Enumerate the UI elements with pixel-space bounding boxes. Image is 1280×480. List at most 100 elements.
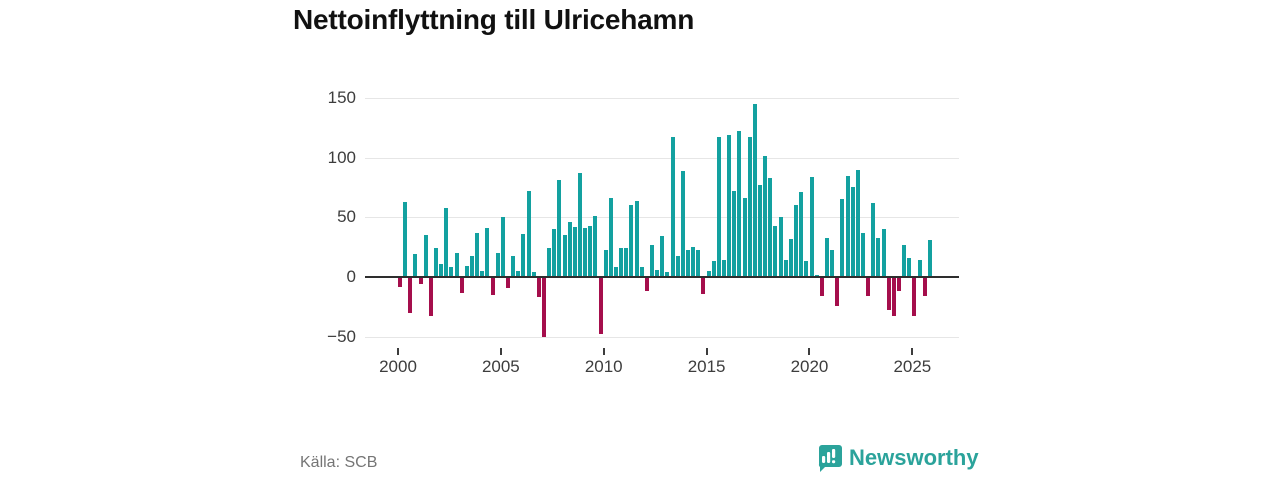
bar (691, 247, 696, 277)
bar (722, 260, 727, 277)
bar (655, 269, 660, 277)
bar (629, 205, 634, 277)
x-axis-tick-label: 2005 (481, 357, 520, 376)
y-axis-tick-label: 0 (346, 267, 356, 286)
bar (650, 244, 655, 277)
bar (608, 198, 613, 277)
x-axis-tick (705, 348, 708, 355)
bar (552, 229, 557, 277)
bar (403, 201, 408, 277)
bar (516, 271, 521, 277)
bar (572, 226, 577, 277)
bar (866, 277, 871, 297)
bar (449, 267, 454, 277)
bar (423, 235, 428, 277)
bar (418, 277, 423, 285)
y-axis-tick-label: 50 (337, 207, 356, 227)
bar (593, 216, 598, 277)
bar (840, 199, 845, 277)
bar (778, 217, 783, 277)
bar (567, 222, 572, 277)
bar (578, 173, 583, 277)
gridline (365, 217, 959, 219)
newsworthy-logo-icon (818, 445, 842, 472)
bar (711, 261, 716, 277)
bar (536, 277, 541, 298)
bar (495, 253, 500, 277)
bar (886, 277, 891, 311)
bar (675, 255, 680, 277)
bar (670, 137, 675, 277)
bar (485, 228, 490, 277)
bar (588, 225, 593, 277)
bar (398, 277, 402, 287)
gridline (365, 97, 959, 99)
bar (521, 234, 526, 277)
bar (835, 277, 840, 306)
bar (896, 277, 901, 292)
bar (634, 200, 639, 277)
bar (686, 249, 691, 277)
x-axis-tick-label: 2000 (379, 357, 417, 376)
bar (454, 253, 459, 277)
bar (644, 277, 649, 292)
bar (701, 277, 706, 294)
bar (855, 169, 860, 277)
x-axis-tick-label: 2015 (687, 357, 726, 376)
bar (727, 134, 732, 277)
bar (439, 263, 444, 277)
bar (824, 237, 829, 277)
bar (470, 255, 474, 277)
plot-area (365, 90, 959, 348)
x-axis-tick (602, 348, 605, 355)
bar (624, 248, 629, 277)
bar (768, 177, 773, 277)
bar (680, 170, 685, 277)
bar (598, 277, 603, 335)
x-axis-tick (397, 348, 399, 355)
y-axis-tick-label: 100 (327, 147, 356, 167)
bar (603, 249, 608, 277)
bar (531, 272, 536, 277)
bar (639, 267, 644, 277)
bar (583, 228, 588, 277)
bar (732, 191, 737, 277)
bar (511, 255, 516, 277)
newsworthy-wordmark: Newsworthy (849, 445, 979, 470)
bar (773, 225, 778, 277)
bar (557, 180, 562, 277)
bar (428, 277, 433, 317)
bar (912, 277, 917, 317)
bar (917, 260, 922, 277)
x-axis-tick (911, 348, 914, 355)
source-label: Källa: SCB (300, 454, 378, 471)
gridline (365, 336, 959, 338)
y-axis-tick-label: −50 (327, 326, 356, 346)
bar (490, 277, 495, 295)
bar (788, 238, 793, 277)
bar (783, 260, 788, 277)
bar (614, 267, 619, 277)
bar (408, 277, 413, 313)
bar (444, 207, 449, 277)
bar (480, 271, 485, 277)
bar (506, 277, 511, 288)
bar (413, 254, 418, 277)
zero-line (365, 276, 959, 278)
bar (459, 277, 464, 293)
bar (747, 137, 752, 277)
bar (850, 187, 855, 277)
bar (696, 249, 701, 277)
bar (799, 192, 804, 277)
bar (500, 217, 505, 277)
bar (891, 277, 896, 317)
bar (526, 191, 531, 277)
bar (542, 277, 547, 337)
bar (804, 261, 809, 277)
bar (845, 175, 850, 277)
bar (819, 277, 824, 297)
bar (619, 248, 624, 277)
gridline (365, 157, 959, 159)
bar (758, 185, 763, 277)
